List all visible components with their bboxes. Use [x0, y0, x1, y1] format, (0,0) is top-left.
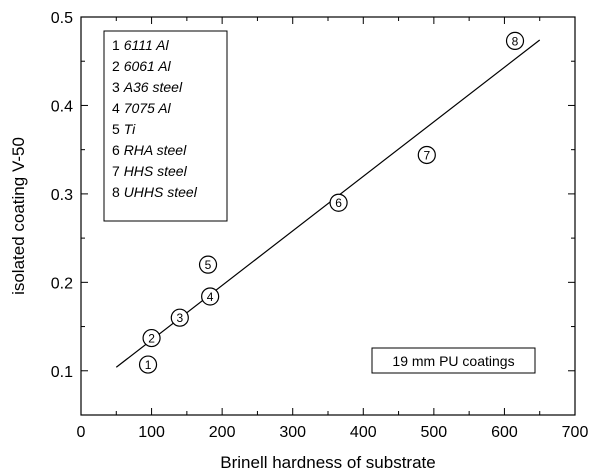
x-tick-label: 400	[350, 424, 377, 441]
legend-entry: 6 RHA steel	[112, 142, 187, 158]
data-point	[198, 255, 218, 274]
x-tick-label: 200	[209, 424, 236, 441]
data-point	[505, 31, 525, 50]
data-point-label: 3	[176, 311, 183, 325]
y-tick-label: 0.1	[51, 364, 73, 381]
y-tick-label: 0.4	[51, 98, 73, 115]
x-tick-label: 0	[77, 424, 86, 441]
x-axis-title: Brinell hardness of substrate	[220, 453, 435, 472]
data-point-label: 7	[423, 148, 430, 162]
annotation: 19 mm PU coatings	[371, 347, 536, 374]
data-point-label: 6	[335, 196, 342, 210]
data-point	[329, 193, 348, 212]
legend-entry: 1 6111 Al	[112, 37, 169, 53]
data-point-label: 8	[512, 34, 519, 48]
y-tick-label: 0.3	[51, 187, 73, 204]
legend-entry: 7 HHS steel	[112, 163, 188, 179]
legend-box	[103, 30, 228, 222]
data-points: 1 2 3 4 5 6 7 8	[138, 31, 525, 374]
data-point	[138, 355, 158, 374]
x-tick-label: 300	[279, 424, 306, 441]
data-point-label: 1	[145, 358, 152, 372]
legend-entry: 2 6061 Al	[112, 58, 172, 74]
data-point-label: 5	[205, 258, 212, 272]
legend-entry: 3 A36 steel	[112, 79, 183, 95]
data-point-label: 2	[148, 332, 155, 346]
x-tick-label: 500	[421, 424, 448, 441]
legend-entry: 4 7075 Al	[112, 100, 172, 116]
data-point	[170, 308, 189, 327]
x-tick-label: 600	[491, 424, 518, 441]
data-point	[142, 328, 161, 348]
x-tick-label: 100	[138, 424, 165, 441]
y-tick-label: 0.5	[51, 10, 73, 27]
axes: 0 100 200 300 400 500 600 700 0.1 0.2 0.3 0.4 0.5	[51, 10, 589, 441]
legend-entry: 8 UHHS steel	[112, 184, 198, 200]
legend: 1 6111 Al 2 6061 Al 3 A36 steel 4 7075 Al 5 …	[103, 30, 228, 222]
data-point-label: 4	[207, 290, 214, 304]
y-axis-title: isolated coating V-50	[9, 137, 28, 295]
legend-entry: 5 Ti	[112, 121, 136, 137]
y-tick-label: 0.2	[51, 275, 73, 292]
data-point	[201, 287, 220, 306]
x-tick-label: 700	[562, 424, 589, 441]
data-point	[417, 145, 436, 165]
annotation-text: 19 mm PU coatings	[392, 353, 514, 369]
annotation-box	[371, 347, 536, 374]
